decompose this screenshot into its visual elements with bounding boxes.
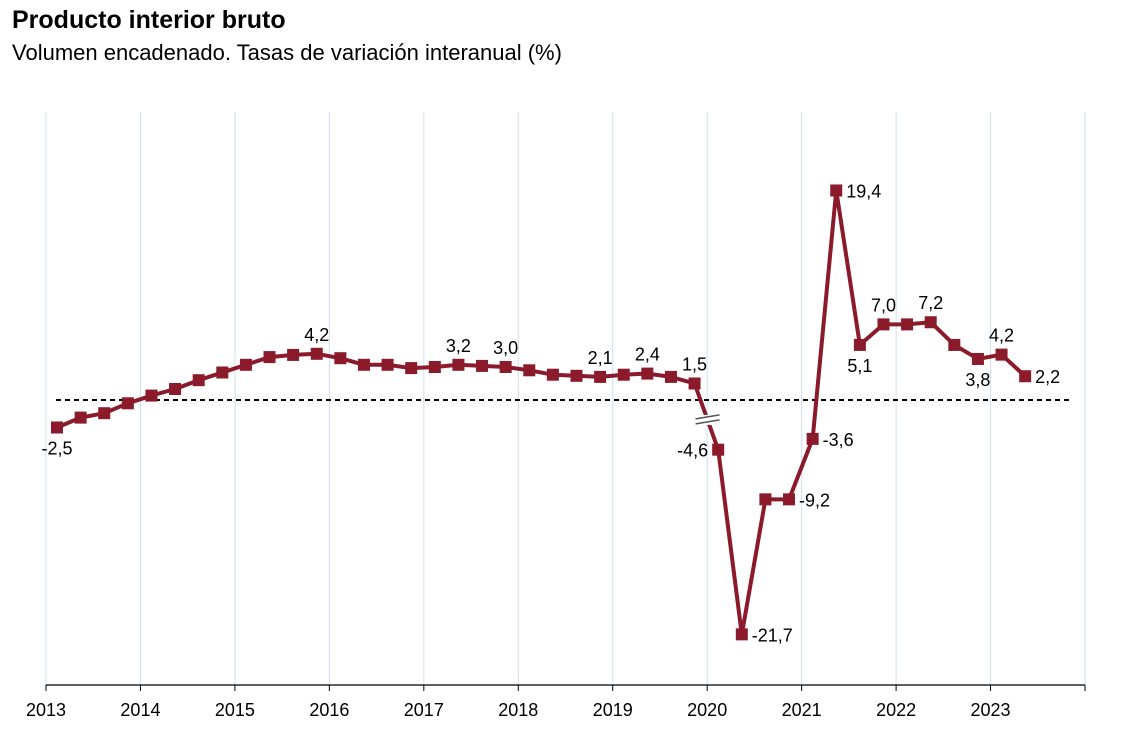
x-tick-label: 2018 bbox=[498, 700, 538, 720]
data-point bbox=[735, 628, 748, 641]
series-markers bbox=[51, 184, 1032, 641]
data-point bbox=[617, 368, 630, 381]
data-point bbox=[169, 383, 182, 395]
x-tick-label: 2015 bbox=[215, 700, 255, 720]
data-label: 19,4 bbox=[846, 181, 881, 201]
x-tick-label: 2013 bbox=[26, 700, 66, 720]
data-label: 3,8 bbox=[965, 370, 990, 390]
data-label: -2,5 bbox=[41, 439, 72, 459]
x-tick-label: 2014 bbox=[120, 700, 160, 720]
data-point bbox=[688, 377, 701, 390]
data-point bbox=[594, 370, 607, 383]
chart-title: Producto interior bruto bbox=[12, 6, 286, 34]
x-tick-label: 2022 bbox=[876, 700, 916, 720]
data-label: 2,1 bbox=[588, 348, 613, 368]
data-point bbox=[901, 318, 914, 331]
data-label: 1,5 bbox=[682, 355, 707, 375]
data-label: -21,7 bbox=[752, 625, 793, 645]
data-point bbox=[452, 358, 465, 371]
data-point bbox=[310, 347, 323, 360]
data-label: 3,2 bbox=[446, 336, 471, 356]
break-gap bbox=[694, 414, 721, 425]
data-point bbox=[121, 397, 134, 410]
data-point bbox=[641, 367, 654, 380]
chart-subtitle: Volumen encadenado. Tasas de variación i… bbox=[12, 40, 562, 65]
data-point bbox=[145, 389, 158, 402]
x-tick-label: 2023 bbox=[971, 700, 1011, 720]
series-line bbox=[56, 188, 1027, 637]
data-point bbox=[1019, 370, 1032, 383]
data-point bbox=[499, 361, 512, 373]
series-polyline bbox=[56, 188, 1027, 637]
x-axis: 2013 2014 2015 2016 2017 2018 2019 2020 2021 2022… bbox=[26, 684, 1086, 720]
data-label: -9,2 bbox=[799, 490, 830, 510]
data-label: 4,2 bbox=[989, 326, 1014, 346]
data-point bbox=[98, 407, 111, 420]
data-point bbox=[853, 338, 866, 351]
data-label: 4,2 bbox=[304, 325, 329, 345]
data-point bbox=[664, 370, 677, 383]
data-label: 7,0 bbox=[871, 295, 896, 315]
data-point bbox=[263, 351, 276, 364]
x-tick-label: 2017 bbox=[404, 700, 444, 720]
data-point bbox=[995, 348, 1008, 361]
data-point bbox=[334, 352, 347, 365]
data-point bbox=[287, 348, 300, 361]
data-point bbox=[806, 432, 819, 445]
data-point bbox=[239, 358, 252, 371]
break-stroke bbox=[695, 414, 720, 420]
x-tick-label: 2016 bbox=[309, 700, 349, 720]
data-point bbox=[759, 493, 772, 506]
data-label: 2,2 bbox=[1035, 367, 1060, 387]
data-label: 7,2 bbox=[918, 293, 943, 313]
data-label: 3,0 bbox=[493, 338, 518, 358]
data-point bbox=[948, 338, 961, 351]
data-point bbox=[476, 359, 489, 372]
data-point bbox=[381, 358, 394, 371]
data-label: 2,4 bbox=[635, 345, 660, 365]
data-point bbox=[971, 352, 984, 365]
data-point bbox=[523, 364, 536, 377]
data-point bbox=[783, 493, 796, 506]
data-point bbox=[877, 318, 890, 331]
data-point bbox=[546, 368, 559, 381]
data-labels: -2,5 4,2 3,2 3,0 2,1 2,4 1,5 -4,6 -21,7 -9,2 -3,6 1… bbox=[41, 181, 1060, 645]
data-point bbox=[830, 184, 843, 197]
data-label: 5,1 bbox=[847, 356, 872, 376]
data-point bbox=[357, 358, 370, 371]
data-label: -3,6 bbox=[823, 430, 854, 450]
data-point bbox=[74, 411, 87, 424]
data-point bbox=[405, 362, 418, 375]
data-point bbox=[570, 369, 583, 382]
x-tick-label: 2019 bbox=[593, 700, 633, 720]
data-point bbox=[216, 366, 229, 379]
vertical-grid bbox=[45, 112, 1086, 685]
data-point bbox=[192, 374, 205, 387]
data-point bbox=[428, 361, 441, 373]
x-tick-label: 2021 bbox=[782, 700, 822, 720]
x-tick-label: 2020 bbox=[687, 700, 727, 720]
data-label: -4,6 bbox=[677, 441, 708, 461]
data-point bbox=[924, 316, 937, 329]
axis-break-marker bbox=[694, 414, 721, 425]
break-stroke bbox=[695, 419, 720, 425]
data-point bbox=[712, 443, 725, 456]
data-point bbox=[51, 421, 63, 434]
